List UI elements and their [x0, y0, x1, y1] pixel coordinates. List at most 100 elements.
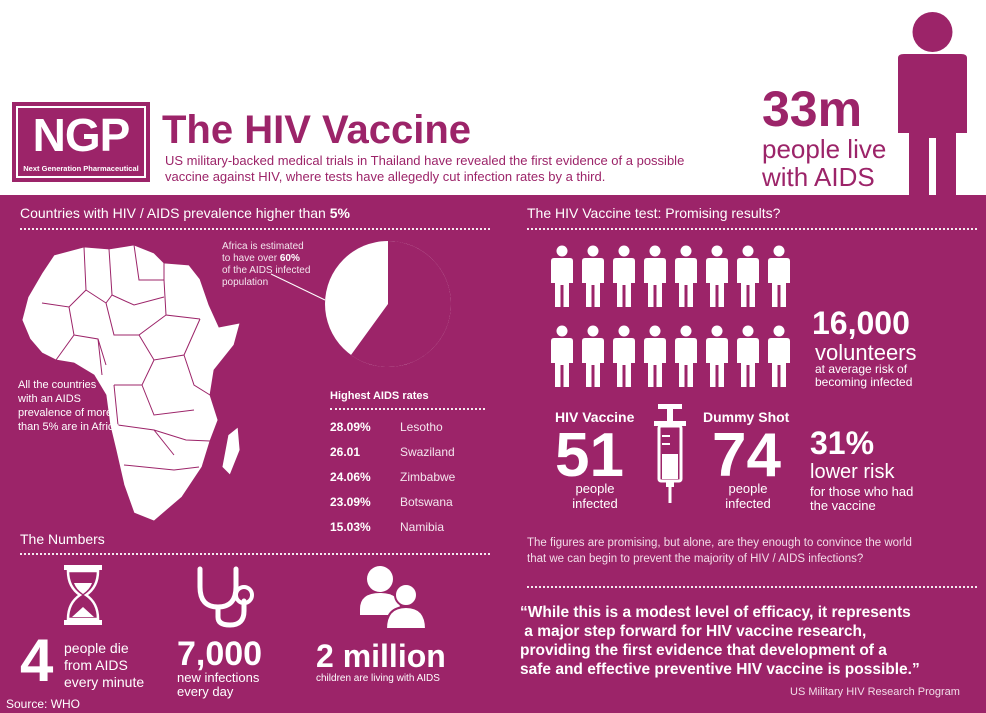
dummy-line-2: infected	[725, 496, 771, 511]
section-title-text: Countries with HIV / AIDS prevalence hig…	[20, 205, 326, 221]
person-icon	[675, 245, 697, 307]
person-icon	[737, 325, 759, 387]
volunteer-people-grid	[550, 245, 800, 395]
africa-note-prefix: to have over	[222, 253, 278, 264]
intro-line-1: US military-backed medical trials in Tha…	[165, 153, 685, 168]
figures-line-2: that we can begin to prevent the majorit…	[527, 553, 864, 565]
reduction-line-2: for those who had	[810, 484, 914, 499]
deaths-line-3: every minute	[64, 674, 145, 690]
numbers-divider	[20, 553, 490, 555]
rate-row: 28.09% Lesotho	[330, 420, 490, 440]
africa-note-line-1: Africa is estimated	[222, 241, 304, 252]
logo-text: NGP	[32, 109, 131, 161]
divider	[20, 228, 490, 230]
person-icon	[582, 245, 604, 307]
person-icon	[644, 245, 666, 307]
rate-value: 23.09%	[330, 495, 371, 509]
vaccine-label: HIV Vaccine	[555, 409, 635, 425]
rates-table: 28.09% Lesotho 26.01 Swaziland 24.06% Zimbabw…	[330, 420, 490, 540]
large-person-icon	[890, 8, 975, 198]
deaths-line-2: from AIDS	[64, 657, 128, 673]
dummy-value: 74	[712, 421, 781, 490]
person-icon	[706, 245, 728, 307]
rate-country: Swaziland	[400, 445, 455, 459]
rate-value: 24.06%	[330, 470, 371, 484]
reduction-line-1: lower risk	[810, 461, 895, 483]
children-value: 2 million	[316, 638, 446, 674]
infections-line-2: every day	[177, 684, 234, 699]
dummy-label: Dummy Shot	[703, 409, 790, 425]
left-section-title: Countries with HIV / AIDS prevalence hig…	[20, 205, 350, 221]
map-note-3: prevalence of more	[18, 407, 113, 419]
rate-value: 15.03%	[330, 520, 371, 534]
person-icon	[613, 325, 635, 387]
africa-note-value: 60%	[279, 253, 300, 264]
quote-line-1: “While this is a modest level of efficac…	[520, 604, 911, 621]
quote-line-3: providing the first evidence that develo…	[520, 642, 887, 659]
person-icon	[768, 325, 790, 387]
rate-country: Lesotho	[400, 420, 443, 434]
person-icon	[613, 245, 635, 307]
rate-value: 28.09%	[330, 420, 371, 434]
quote-line-4: safe and effective preventive HIV vaccin…	[520, 661, 920, 678]
volunteers-value: 16,000	[812, 305, 910, 341]
callout-line	[268, 272, 328, 302]
rate-country: Botswana	[400, 495, 453, 509]
africa-share-pie	[324, 240, 452, 368]
volunteers-line-2: at average risk of	[815, 362, 908, 376]
quote-divider	[527, 586, 977, 588]
rate-row: 15.03% Namibia	[330, 520, 490, 540]
volunteers-line-3: becoming infected	[815, 375, 913, 389]
person-icon	[706, 325, 728, 387]
right-section-title: The HIV Vaccine test: Promising results?	[527, 205, 781, 221]
quote-line-2: a major step forward for HIV vaccine res…	[520, 623, 867, 640]
reduction-value: 31%	[810, 425, 875, 461]
deaths-line-1: people die	[64, 640, 129, 656]
map-note-2: with an AIDS	[18, 393, 81, 405]
rate-country: Namibia	[400, 520, 445, 534]
africa-note: Africa is estimated to have over 60% of …	[222, 241, 310, 289]
africa-note-line-2: to have over 60%	[222, 253, 310, 265]
pie-slice-africa	[350, 241, 451, 367]
page-title: The HIV Vaccine	[162, 108, 472, 152]
africa-note-line-4: population	[222, 277, 269, 288]
logo-subtitle: Next Generation Pharmaceutical	[23, 164, 139, 173]
hourglass-icon	[62, 565, 104, 625]
infections-line-1: new infections	[177, 670, 260, 685]
syringe-icon	[652, 404, 688, 504]
person-icon	[675, 325, 697, 387]
reduction-line-3: the vaccine	[810, 498, 876, 513]
intro-line-2: vaccine against HIV, where tests have al…	[165, 169, 606, 184]
rate-row: 24.06% Zimbabwe	[330, 470, 490, 490]
vaccine-value: 51	[555, 421, 624, 490]
rate-value: 26.01	[330, 445, 361, 459]
person-icon	[551, 245, 573, 307]
rate-row: 23.09% Botswana	[330, 495, 490, 515]
figures-line-1: The figures are promising, but alone, ar…	[527, 537, 912, 549]
africa-map-icon	[14, 235, 244, 525]
right-divider	[527, 228, 977, 230]
person-icon	[644, 325, 666, 387]
rates-title: Highest AIDS rates	[330, 390, 429, 402]
vaccine-line-1: people	[575, 481, 615, 496]
children-line: children are living with AIDS	[316, 673, 440, 684]
map-note-1: All the countries	[18, 379, 97, 391]
stat-33m: 33m	[762, 81, 863, 137]
rate-country: Zimbabwe	[400, 470, 456, 484]
map-note-4: than 5% are in Africa	[18, 421, 120, 433]
dummy-line-1: people	[728, 481, 768, 496]
rate-row: 26.01 Swaziland	[330, 445, 490, 465]
source-text: Source: WHO	[6, 697, 81, 711]
rates-divider	[330, 408, 485, 410]
stat-line-2: with AIDS	[762, 162, 875, 192]
stat-line-1: people live	[762, 134, 887, 164]
volunteers-line-1: volunteers	[815, 340, 917, 365]
vaccine-line-2: infected	[572, 496, 618, 511]
numbers-title: The Numbers	[20, 531, 105, 547]
logo: NGP Next Generation Pharmaceutical	[12, 102, 150, 182]
section-title-value: 5%	[329, 205, 350, 221]
infections-value: 7,000	[177, 635, 263, 673]
person-icon	[768, 245, 790, 307]
person-icon	[582, 325, 604, 387]
children-icon	[356, 563, 428, 631]
